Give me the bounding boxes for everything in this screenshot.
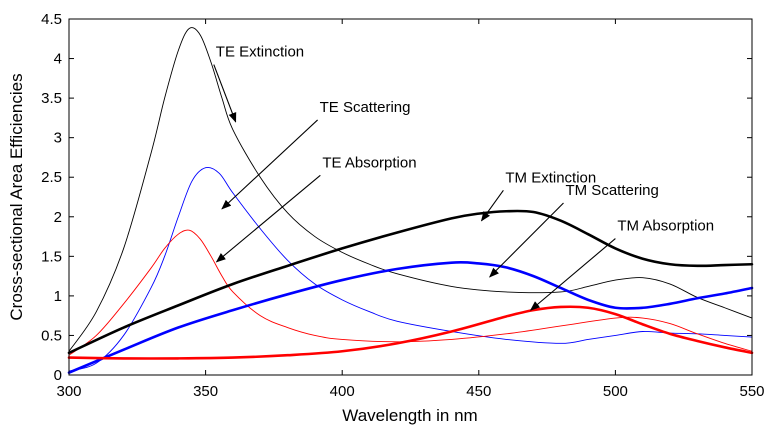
series-line-te-absorption (68, 229, 753, 356)
x-tick-label: 300 (56, 383, 81, 400)
x-axis-title: Wavelength in nm (342, 406, 477, 425)
plot-area (69, 19, 752, 375)
y-axis: 0 0.5 1 1.5 2 2.5 3 3.5 4 4.5 (41, 11, 752, 384)
x-tick-label: 450 (466, 383, 491, 400)
annotation-label-tm-scattering: TM Scattering (565, 182, 658, 199)
annotation-label-tm-absorption: TM Absorption (617, 218, 714, 235)
series-line-te-scattering (68, 166, 753, 372)
x-tick-label: 350 (193, 383, 218, 400)
series-line-te-extinction (68, 27, 753, 352)
annotation-arrow-te-scattering (221, 119, 318, 210)
x-axis: 300 350 400 450 500 550 (56, 19, 765, 400)
annotation-arrow-tm-absorption (529, 238, 616, 311)
annotation-layer: TE Extinction TE Scattering TE Absorption T… (213, 44, 714, 311)
y-tick-label: 4.5 (41, 11, 62, 28)
series-line-tm-scattering (67, 260, 754, 374)
y-tick-label: 3.5 (41, 90, 62, 107)
y-tick-label: 2.5 (41, 169, 62, 186)
plot-frame (68, 18, 753, 376)
x-tick-label: 400 (330, 383, 355, 400)
series-line-tm-extinction (67, 209, 754, 355)
y-tick-label: 1 (54, 288, 62, 305)
annotation-arrow-tm-scattering (489, 202, 564, 278)
y-tick-label: 1.5 (41, 248, 62, 265)
annotation-label-te-absorption: TE Absorption (322, 154, 416, 171)
annotation-arrow-te-absorption (215, 174, 321, 263)
annotation-label-te-extinction: TE Extinction (216, 44, 304, 61)
series-layer (67, 27, 754, 374)
annotation-label-te-scattering: TE Scattering (320, 99, 411, 116)
x-tick-label: 500 (603, 383, 628, 400)
annotation-arrow-tm-extinction (480, 190, 504, 222)
x-tick-label: 550 (739, 383, 764, 400)
y-axis-title: Cross-sectional Area Efficiencies (7, 73, 26, 320)
y-tick-label: 0.5 (41, 327, 62, 344)
series-line-tm-absorption (67, 305, 754, 360)
y-tick-label: 3 (54, 130, 62, 147)
y-tick-label: 0 (54, 367, 62, 384)
annotation-label-tm-extinction: TM Extinction (505, 169, 596, 186)
y-tick-label: 4 (54, 51, 62, 68)
annotation-arrow-te-extinction (213, 64, 237, 123)
y-tick-label: 2 (54, 209, 62, 226)
